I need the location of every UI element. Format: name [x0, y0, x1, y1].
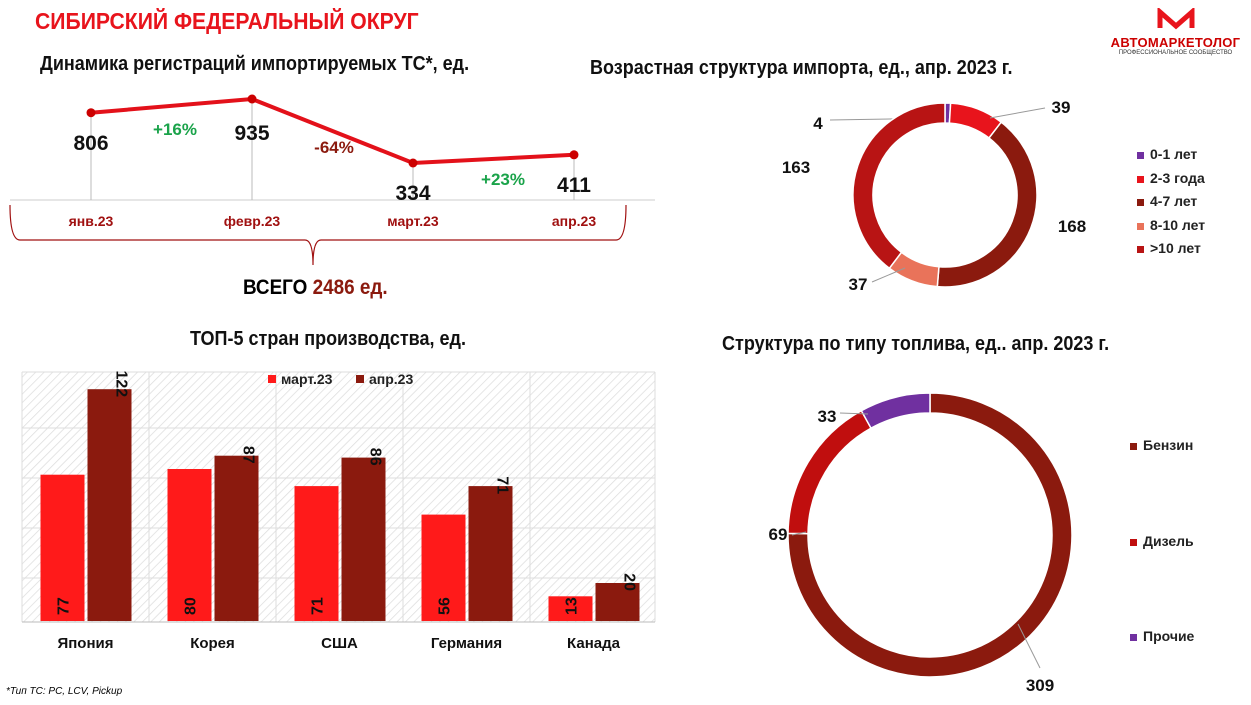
donut-slice [852, 102, 946, 270]
legend-swatch [1130, 539, 1137, 546]
legend-label: 2-3 года [1150, 170, 1205, 186]
leader-line [791, 531, 807, 536]
bar [421, 514, 466, 621]
slice-label: 33 [818, 407, 837, 426]
total-value: 2486 ед. [312, 276, 388, 299]
bar-value-label: 122 [113, 370, 130, 397]
leader-line [1017, 623, 1041, 669]
age-chart-title: Возрастная структура импорта, ед., апр. … [590, 57, 1013, 79]
bar-value-label: 86 [367, 448, 384, 466]
data-point [408, 158, 418, 168]
legend-swatch [1137, 223, 1144, 230]
leader-line [871, 267, 906, 283]
change-label: -64% [314, 138, 354, 157]
x-tick-label: Канада [567, 635, 621, 652]
bar-value-label: 71 [310, 597, 327, 615]
bar [87, 389, 132, 621]
bar [214, 455, 259, 621]
slice-label: 309 [1026, 676, 1054, 695]
data-point [569, 150, 579, 160]
total-brace [9, 204, 627, 266]
donut-slice [860, 392, 931, 430]
slice-label: 69 [769, 525, 788, 544]
legend-label: Бензин [1143, 437, 1193, 453]
logo-name: АВТОМАРКЕТОЛОГ [1110, 35, 1241, 50]
legend-swatch [1130, 443, 1137, 450]
x-tick-label: февр.23 [224, 213, 281, 229]
bar [40, 474, 85, 621]
slice-label: 163 [782, 158, 810, 177]
footnote: *Тип ТС: PC, LCV, Pickup [6, 686, 123, 697]
legend-swatch [356, 375, 364, 383]
bar [294, 486, 339, 621]
bar [341, 457, 386, 621]
legend-swatch [1137, 176, 1144, 183]
bar-value-label: 80 [183, 597, 200, 615]
logo: АВТОМАРКЕТОЛОГ ПРОФЕССИОНАЛЬНОЕ СООБЩЕСТ… [1108, 6, 1243, 56]
slice-label: 37 [849, 275, 868, 294]
data-point [247, 94, 257, 104]
bar-value-label: 20 [621, 573, 638, 591]
data-label: 411 [557, 174, 591, 197]
x-tick-label: Япония [57, 635, 113, 652]
logo-tagline: ПРОФЕССИОНАЛЬНОЕ СООБЩЕСТВО [1118, 50, 1233, 56]
legend-label: 4-7 лет [1150, 193, 1197, 209]
legend-label: Дизель [1143, 533, 1194, 549]
legend-label: 0-1 лет [1150, 146, 1197, 162]
x-tick-label: Корея [190, 635, 235, 652]
total-label: ВСЕГО [243, 276, 308, 299]
x-tick-label: США [321, 635, 358, 652]
data-label: 806 [73, 132, 108, 155]
donut-slice [936, 121, 1038, 288]
legend-swatch [1130, 634, 1137, 641]
x-tick-label: апр.23 [552, 213, 596, 229]
bar [548, 596, 593, 621]
donut-slice [787, 409, 873, 535]
bar [167, 469, 212, 621]
legend-label: >10 лет [1150, 240, 1201, 256]
line-chart-title: Динамика регистраций импортируемых ТС*, … [40, 53, 470, 75]
bar-chart-title: ТОП-5 стран производства, ед. [190, 328, 466, 350]
bar-value-label: 87 [240, 446, 257, 464]
legend-label: апр.23 [369, 371, 413, 387]
legend-swatch [1137, 199, 1144, 206]
legend-swatch [268, 375, 276, 383]
line-series [90, 96, 575, 166]
data-point [86, 108, 96, 118]
donut-slice [787, 392, 1073, 678]
bar [595, 583, 640, 621]
legend-label: 8-10 лет [1150, 217, 1205, 233]
legend-label: март.23 [281, 371, 333, 387]
bar-value-label: 13 [564, 597, 581, 615]
legend-label: Прочие [1143, 628, 1195, 644]
slice-label: 39 [1052, 98, 1071, 117]
legend-swatch [1137, 246, 1144, 253]
slice-label: 4 [813, 114, 823, 133]
bar [468, 486, 513, 621]
total: ВСЕГО 2486 ед. [243, 276, 388, 300]
data-label: 334 [395, 182, 430, 205]
page-title: СИБИРСКИЙ ФЕДЕРАЛЬНЫЙ ОКРУГ [35, 8, 419, 34]
data-label: 935 [234, 122, 269, 145]
change-label: +23% [481, 170, 525, 189]
logo-icon [1157, 6, 1194, 30]
fuel-chart-title: Структура по типу топлива, ед.. апр. 202… [722, 333, 1110, 355]
legend-swatch [1137, 152, 1144, 159]
slice-label: 168 [1058, 217, 1086, 236]
x-tick-label: янв.23 [69, 213, 114, 229]
bar-value-label: 71 [494, 476, 511, 494]
leader-line [839, 412, 869, 415]
x-tick-label: Германия [431, 635, 502, 652]
bar-value-label: 56 [437, 597, 454, 615]
leader-line [989, 107, 1046, 119]
x-tick-label: март.23 [387, 213, 439, 229]
change-label: +16% [153, 120, 197, 139]
bar-value-label: 77 [56, 597, 73, 615]
